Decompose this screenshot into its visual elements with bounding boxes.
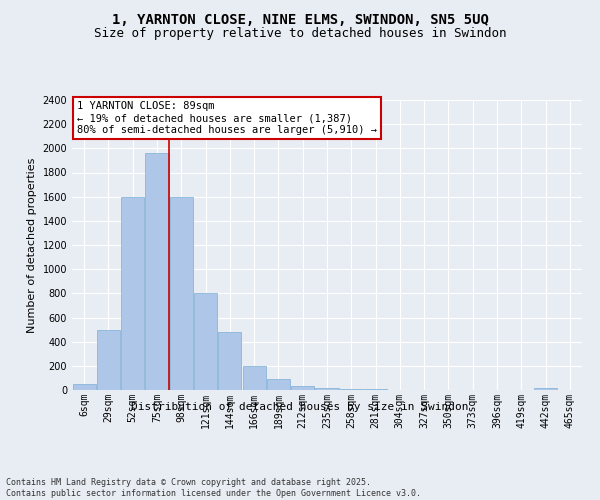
Bar — [340, 389, 363, 390]
Bar — [73, 384, 95, 390]
Text: Contains HM Land Registry data © Crown copyright and database right 2025.
Contai: Contains HM Land Registry data © Crown c… — [6, 478, 421, 498]
Bar — [170, 196, 193, 390]
Bar — [291, 386, 314, 390]
Text: 1 YARNTON CLOSE: 89sqm
← 19% of detached houses are smaller (1,387)
80% of semi-: 1 YARNTON CLOSE: 89sqm ← 19% of detached… — [77, 102, 377, 134]
Y-axis label: Number of detached properties: Number of detached properties — [27, 158, 37, 332]
Bar — [97, 330, 120, 390]
Bar — [316, 388, 338, 390]
Bar — [534, 388, 557, 390]
Bar — [121, 196, 144, 390]
Text: 1, YARNTON CLOSE, NINE ELMS, SWINDON, SN5 5UQ: 1, YARNTON CLOSE, NINE ELMS, SWINDON, SN… — [112, 12, 488, 26]
Bar — [194, 294, 217, 390]
Text: Distribution of detached houses by size in Swindon: Distribution of detached houses by size … — [131, 402, 469, 412]
Bar — [267, 379, 290, 390]
Bar — [218, 332, 241, 390]
Bar — [242, 366, 266, 390]
Text: Size of property relative to detached houses in Swindon: Size of property relative to detached ho… — [94, 28, 506, 40]
Bar — [145, 153, 169, 390]
